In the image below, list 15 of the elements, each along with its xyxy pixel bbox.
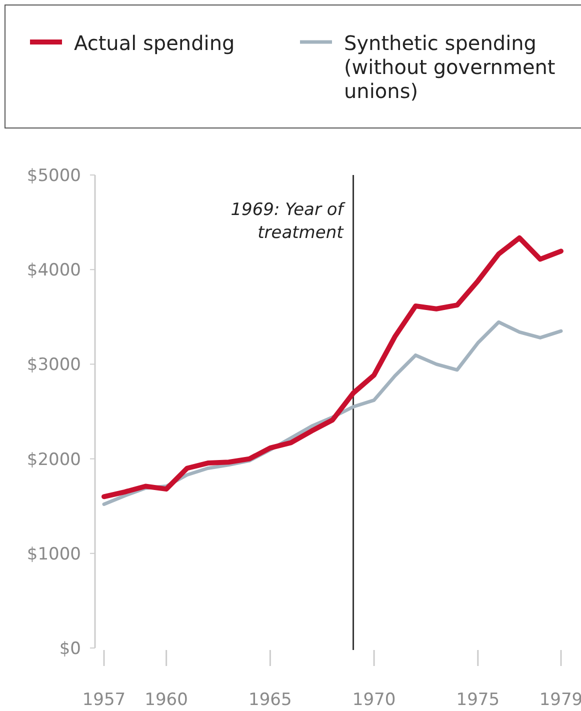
x-tick-label: 1957: [82, 690, 126, 710]
x-tick-label: 1979: [539, 690, 581, 710]
x-tick-label: 1970: [352, 690, 396, 710]
x-tick-label: 1960: [144, 690, 188, 710]
y-tick-label: $0: [59, 638, 81, 659]
legend-label: Actual spending: [74, 31, 235, 55]
ref-line-label: 1969: Year of treatment: [230, 200, 346, 243]
y-tick-label: $2000: [26, 450, 81, 470]
y-tick-label: $1000: [26, 544, 81, 564]
y-tick-label: $4000: [26, 260, 81, 281]
x-tick-label: 1965: [248, 690, 292, 710]
y-tick-label: $3000: [26, 355, 81, 376]
legend-label: Synthetic spending (without government unions): [344, 31, 556, 103]
x-tick-label: 1975: [456, 690, 500, 710]
y-tick-label: $5000: [26, 166, 81, 186]
